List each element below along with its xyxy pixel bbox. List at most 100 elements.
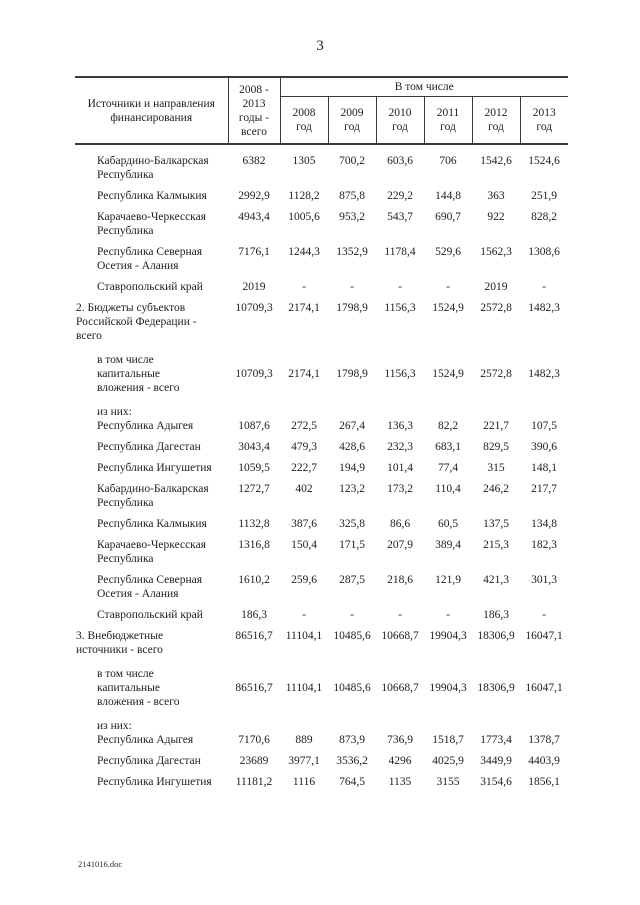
cell-value: 232,3 — [387, 441, 413, 453]
cell-value: 1244,3 — [288, 246, 320, 258]
table-body: Кабардино-Балкарская Республика 6382 1305 7… — [75, 144, 568, 789]
cell-value: 2572,8 — [480, 302, 512, 314]
header-including-group: В том числе — [280, 76, 568, 97]
cell-value: 11104,1 — [285, 630, 323, 642]
note-row: в том числе — [75, 343, 568, 367]
row-label: Республика Северная Осетия - Алания — [97, 574, 203, 600]
header-sources-directions: Источники и направления финансирования — [75, 76, 229, 145]
cell-value: 218,6 — [387, 574, 413, 586]
cell-value: 86,6 — [389, 518, 411, 530]
cell-value: 10709,3 — [235, 302, 273, 314]
cell-value: 3155 — [436, 776, 460, 788]
cell-value: 1308,6 — [528, 246, 560, 258]
header-year: 2010 год — [376, 96, 425, 145]
cell-value: 529,6 — [435, 246, 461, 258]
row-label: Республика Ингушетия — [97, 462, 212, 474]
header-year: 2009 год — [328, 96, 377, 145]
cell-value: 1856,1 — [528, 776, 560, 788]
cell-value: - — [542, 609, 546, 621]
cell-value: 3977,1 — [288, 755, 320, 767]
cell-value: 1352,9 — [336, 246, 368, 258]
financing-table: Источники и направления финансирования 2… — [75, 76, 568, 789]
row-label: капитальные вложения - всего — [97, 368, 180, 394]
table-row: Республика Адыгея 1087,6 272,5 267,4 136,3 82… — [75, 419, 568, 433]
cell-value: - — [542, 281, 546, 293]
cell-value: - — [446, 609, 450, 621]
cell-value: 1156,3 — [384, 302, 416, 314]
cell-value: 1135 — [388, 776, 412, 788]
cell-value: 1524,9 — [432, 368, 464, 380]
table-row: капитальные вложения - всего 10709,3 2174,… — [75, 367, 568, 395]
cell-value: 10709,3 — [235, 368, 273, 380]
cell-value: 215,3 — [483, 539, 509, 551]
cell-value: 690,7 — [435, 211, 461, 223]
cell-value: 7176,1 — [238, 246, 270, 258]
cell-value: 272,5 — [291, 420, 317, 432]
cell-value: 267,4 — [339, 420, 365, 432]
row-label: Республика Северная Осетия - Алания — [97, 246, 203, 272]
row-label: Республика Адыгея — [97, 734, 194, 746]
header-year: 2013 год — [520, 96, 568, 145]
cell-value: - — [302, 609, 306, 621]
cell-value: 706 — [439, 155, 457, 167]
row-label: Республика Калмыкия — [97, 190, 207, 202]
cell-value: 1378,7 — [528, 734, 560, 746]
cell-value: 186,3 — [241, 609, 267, 621]
cell-value: 1524,6 — [528, 155, 560, 167]
cell-value: 3043,4 — [238, 441, 270, 453]
table-row: 2. Бюджеты субъектов Российской Федераци… — [75, 294, 568, 343]
footer-filename: 2141016.doc — [78, 859, 123, 869]
cell-value: 1524,9 — [432, 302, 464, 314]
table-row: капитальные вложения - всего 86516,7 11104… — [75, 681, 568, 709]
table-row: Республика Ингушетия 11181,2 1116 764,5 1135… — [75, 768, 568, 789]
note-row: из них: — [75, 709, 568, 733]
cell-value: - — [398, 281, 402, 293]
cell-value: 222,7 — [291, 462, 317, 474]
table-row: Республика Калмыкия 2992,9 1128,2 875,8 229,… — [75, 182, 568, 203]
table-row: Кабардино-Балкарская Республика 6382 1305 7… — [75, 144, 568, 182]
cell-value: 207,9 — [387, 539, 413, 551]
cell-value: 479,3 — [291, 441, 317, 453]
cell-value: 1305 — [292, 155, 316, 167]
cell-value: 251,9 — [531, 190, 557, 202]
cell-value: 325,8 — [339, 518, 365, 530]
cell-value: 2019 — [242, 281, 266, 293]
cell-value: 2992,9 — [238, 190, 270, 202]
cell-value: 110,4 — [435, 483, 461, 495]
cell-value: 301,3 — [531, 574, 557, 586]
cell-value: 11181,2 — [235, 776, 273, 788]
cell-value: 1482,3 — [528, 368, 560, 380]
cell-value: 10485,6 — [333, 682, 371, 694]
cell-value: 1610,2 — [238, 574, 270, 586]
cell-value: 186,3 — [483, 609, 509, 621]
cell-value: 2572,8 — [480, 368, 512, 380]
cell-value: 2019 — [484, 281, 508, 293]
cell-value: 2174,1 — [288, 368, 320, 380]
cell-value: 10485,6 — [333, 630, 371, 642]
cell-value: 390,6 — [531, 441, 557, 453]
table-row: Карачаево-Черкесская Республика 1316,8 150… — [75, 531, 568, 566]
cell-value: 3154,6 — [480, 776, 512, 788]
cell-value: 1178,4 — [384, 246, 416, 258]
cell-value: 1272,7 — [238, 483, 270, 495]
cell-value: 402 — [295, 483, 313, 495]
cell-value: 4025,9 — [432, 755, 464, 767]
row-label: Республика Калмыкия — [97, 518, 207, 530]
cell-value: 86516,7 — [235, 630, 273, 642]
row-label: Кабардино-Балкарская Республика — [97, 483, 209, 509]
row-label: Карачаево-Черкесская Республика — [97, 539, 206, 565]
cell-value: 700,2 — [339, 155, 365, 167]
cell-value: 683,1 — [435, 441, 461, 453]
cell-value: 922 — [487, 211, 505, 223]
cell-value: - — [350, 609, 354, 621]
cell-value: 173,2 — [387, 483, 413, 495]
cell-value: 543,7 — [387, 211, 413, 223]
header-year: 2008 год — [280, 96, 329, 145]
cell-value: 259,6 — [291, 574, 317, 586]
cell-value: 137,5 — [483, 518, 509, 530]
cell-value: 1156,3 — [384, 368, 416, 380]
row-label: Республика Дагестан — [97, 755, 201, 767]
cell-value: 77,4 — [437, 462, 459, 474]
cell-value: 19904,3 — [429, 682, 467, 694]
row-label: из них: — [97, 720, 132, 732]
